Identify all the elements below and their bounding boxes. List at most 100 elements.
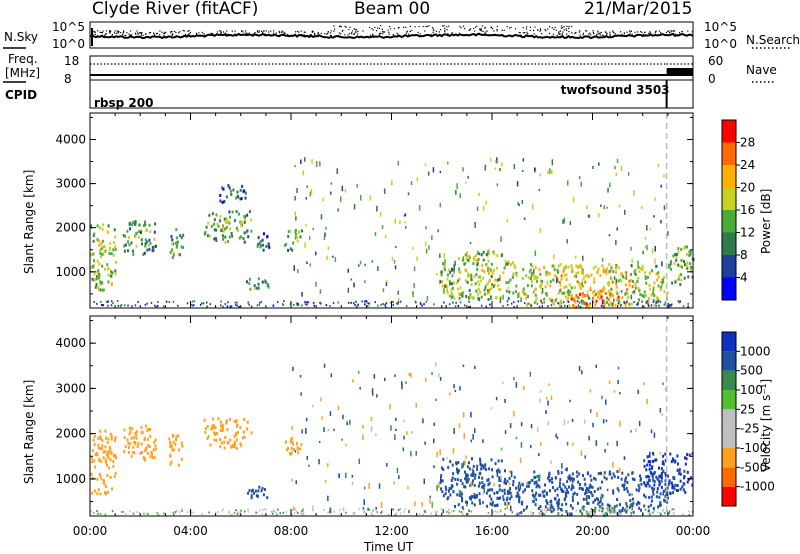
velocity-echo-cell xyxy=(507,501,510,505)
power-panel-background xyxy=(90,113,693,308)
velocity-echo-cell xyxy=(290,451,293,455)
velocity-echo-cell xyxy=(589,474,592,478)
power-echo-cell xyxy=(93,232,96,236)
velocity-scattered-cell xyxy=(327,429,329,432)
power-echo-cell xyxy=(135,232,138,236)
velocity-echo-cell xyxy=(648,496,651,499)
power-echo-cell xyxy=(581,300,584,303)
velocity-near-range-cell xyxy=(291,512,293,515)
power-echo-cell xyxy=(229,227,232,231)
velocity-near-range-cell xyxy=(659,511,661,514)
power-echo-cell xyxy=(223,200,226,203)
velocity-echo-cell xyxy=(235,432,238,436)
nsearch-dot xyxy=(109,32,111,34)
power-echo-cell xyxy=(299,235,302,239)
velocity-near-range-cell xyxy=(261,513,264,516)
velocity-scattered-cell xyxy=(623,456,626,460)
velocity-echo-cell xyxy=(248,489,251,492)
velocity-echo-cell xyxy=(97,443,100,447)
velocity-echo-cell xyxy=(644,495,647,499)
power-scattered-cell xyxy=(397,290,399,295)
velocity-near-range-cell xyxy=(399,512,402,515)
nsearch-dot xyxy=(562,31,564,33)
velocity-echo-cell xyxy=(549,500,552,504)
nsearch-dot xyxy=(241,30,243,32)
velocity-near-range-cell xyxy=(138,512,141,515)
nsearch-dot xyxy=(649,32,651,34)
velocity-echo-cell xyxy=(468,467,471,471)
velocity-echo-cell xyxy=(649,460,652,464)
power-echo-cell xyxy=(473,275,476,279)
power-echo-cell xyxy=(172,253,175,257)
velocity-echo-cell xyxy=(227,441,230,445)
power-scattered-cell xyxy=(667,231,669,236)
nsearch-dot xyxy=(620,34,622,37)
velocity-echo-cell xyxy=(638,486,641,490)
nsearch-dot xyxy=(467,34,470,36)
velocity-echo-cell xyxy=(123,428,126,432)
power-echo-cell xyxy=(575,264,578,268)
velocity-scattered-cell xyxy=(614,507,617,514)
power-echo-cell xyxy=(243,214,246,218)
velocity-echo-cell xyxy=(481,485,484,489)
velocity-near-range-cell xyxy=(275,511,277,514)
power-echo-cell xyxy=(224,220,227,224)
power-scattered-cell xyxy=(506,219,508,223)
power-echo-cell xyxy=(448,280,451,284)
power-echo-cell xyxy=(530,284,533,288)
nsearch-dot xyxy=(439,29,442,31)
power-echo-cell xyxy=(678,274,681,278)
nsearch-dot xyxy=(432,28,434,30)
velocity-scattered-cell xyxy=(462,412,465,418)
power-echo-cell xyxy=(598,292,601,296)
velocity-echo-cell xyxy=(626,490,629,494)
velocity-scattered-cell xyxy=(659,408,662,413)
nsearch-dot xyxy=(330,30,332,32)
power-scattered-cell xyxy=(653,215,655,218)
power-echo-cell xyxy=(140,238,143,242)
nsearch-dot xyxy=(219,30,221,32)
power-near-range-cell xyxy=(306,301,308,304)
power-scattered-cell xyxy=(521,200,524,204)
velocity-echo-cell xyxy=(144,457,146,461)
power-echo-cell xyxy=(458,270,461,274)
power-echo-cell xyxy=(227,240,230,244)
nsearch-dot xyxy=(94,33,96,35)
velocity-near-range-cell xyxy=(561,509,564,512)
nsearch-dot xyxy=(475,26,477,28)
velocity-echo-cell xyxy=(676,484,679,487)
power-echo-cell xyxy=(236,229,239,232)
power-colorbar xyxy=(721,119,740,301)
power-scattered-cell xyxy=(496,183,499,187)
power-echo-cell xyxy=(99,288,102,292)
power-near-range-cell xyxy=(154,304,156,307)
power-colorbar-tick-label: 4 xyxy=(740,271,748,285)
power-scattered-cell xyxy=(350,278,353,281)
nsearch-dot xyxy=(163,32,165,35)
power-echo-cell xyxy=(205,225,208,229)
velocity-echo-cell xyxy=(575,470,578,474)
velocity-near-range-strip xyxy=(90,508,694,516)
power-echo-cell xyxy=(505,281,508,285)
nsearch-dot xyxy=(628,30,631,32)
power-echo-cell xyxy=(182,245,184,249)
velocity-echo-cell xyxy=(206,425,209,429)
nsearch-dot xyxy=(271,34,273,36)
nsearch-dot xyxy=(634,31,636,33)
nsearch-dot xyxy=(117,31,120,33)
velocity-echo-cell xyxy=(229,417,232,421)
velocity-echo-cell xyxy=(621,484,624,487)
velocity-colorbar-segment xyxy=(722,448,736,468)
nsearch-dot xyxy=(185,34,187,36)
velocity-echo-cell xyxy=(659,501,662,505)
cpid-panel-frame xyxy=(89,79,694,109)
power-near-range-cell xyxy=(419,301,422,304)
nsearch-dot xyxy=(670,31,672,33)
nsearch-dot xyxy=(443,25,445,27)
velocity-echo-cell xyxy=(251,489,253,493)
velocity-echo-cell xyxy=(690,476,693,480)
nsearch-dot xyxy=(503,29,505,31)
velocity-echo-cell xyxy=(221,428,224,432)
velocity-scattered-cell xyxy=(662,382,664,386)
power-echo-cell xyxy=(647,297,650,300)
